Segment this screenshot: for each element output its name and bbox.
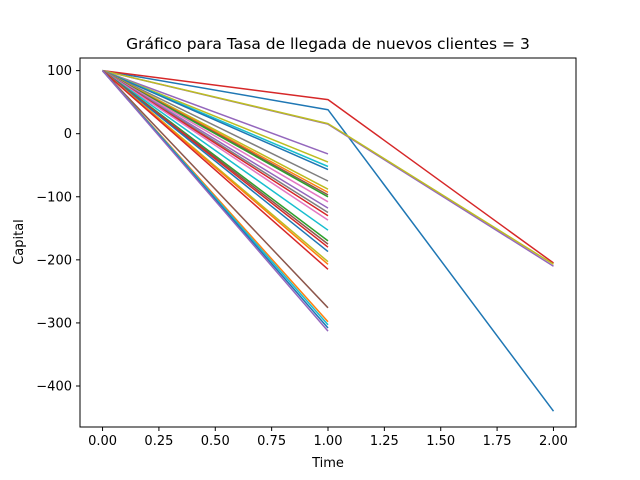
series-line-2 xyxy=(102,69,554,264)
y-tick-label: −100 xyxy=(36,190,72,205)
y-axis-title: Capital xyxy=(12,219,27,265)
x-tick-label: 2.00 xyxy=(539,434,568,449)
series-line-1 xyxy=(102,69,555,412)
y-tick-label: −400 xyxy=(36,380,72,395)
x-axis: 0.00 0.25 0.50 0.75 1.00 1.25 1.50 1.75 2.00 xyxy=(88,427,568,449)
x-tick-label: 0.75 xyxy=(257,434,286,449)
y-tick-label: 100 xyxy=(47,64,72,79)
series-line-8 xyxy=(102,69,329,171)
y-tick-label: −200 xyxy=(36,253,72,268)
y-tick-label: 0 xyxy=(64,127,72,142)
series-line-26 xyxy=(102,70,329,270)
series-line-19 xyxy=(102,69,329,231)
series-line-27 xyxy=(101,70,329,309)
y-tick-label: −300 xyxy=(36,316,72,331)
x-tick-label: 0.50 xyxy=(201,434,230,449)
chart-title: Gráfico para Tasa de llegada de nuevos c… xyxy=(126,35,530,53)
x-tick-label: 0.00 xyxy=(88,434,117,449)
x-tick-label: 1.50 xyxy=(426,434,455,449)
series-line-14 xyxy=(102,69,329,203)
x-tick-label: 1.00 xyxy=(314,434,343,449)
series-line-9 xyxy=(102,69,329,182)
series-line-18 xyxy=(102,69,329,221)
x-tick-label: 1.75 xyxy=(483,434,512,449)
x-axis-title: Time xyxy=(311,456,344,471)
series-line-23 xyxy=(102,70,329,253)
x-tick-label: 1.25 xyxy=(370,434,399,449)
y-axis: 100 0 −100 −200 −300 −400 xyxy=(36,64,80,395)
series-line-31 xyxy=(101,70,329,332)
x-tick-label: 0.25 xyxy=(144,434,173,449)
series-layer xyxy=(101,69,555,412)
series-line-5 xyxy=(102,69,329,155)
plot-area xyxy=(79,57,577,428)
series-line-4 xyxy=(102,69,554,265)
